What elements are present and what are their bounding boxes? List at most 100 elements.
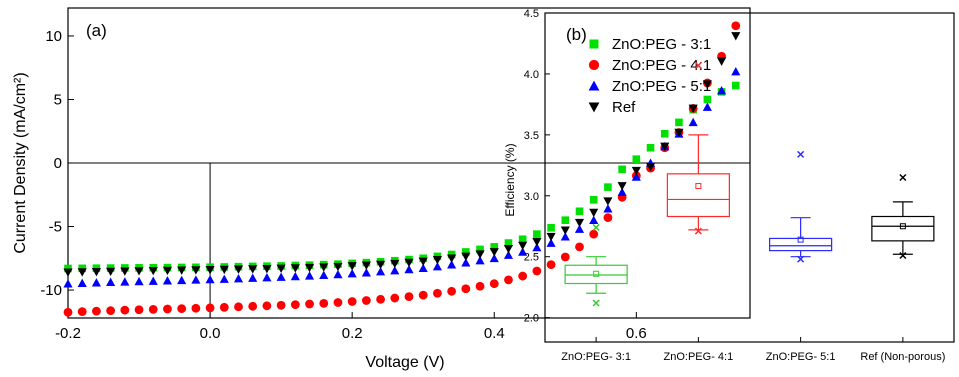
data-point: [645, 163, 656, 172]
data-point: [347, 268, 357, 278]
data-point: [433, 288, 442, 298]
mean-marker: [593, 270, 600, 277]
y-axis-label: Efficiency (%): [503, 143, 517, 216]
data-point: [361, 268, 371, 277]
data-point: [688, 117, 698, 127]
data-point: [262, 301, 272, 311]
data-point: [120, 267, 130, 276]
legend-marker: [589, 39, 599, 49]
x-tick-label: ZnO:PEG- 5:1: [766, 351, 836, 363]
legend-label: ZnO:PEG - 5:1: [612, 78, 711, 95]
x-tick-label: 0.6: [626, 325, 647, 342]
box-3: [769, 150, 833, 263]
data-point: [319, 298, 329, 308]
data-point: [404, 292, 414, 302]
x-tick-label: 0.2: [342, 325, 363, 342]
data-point: [148, 266, 158, 276]
data-point: [106, 306, 116, 316]
data-point: [461, 258, 471, 267]
data-point: [675, 118, 683, 127]
data-point: [376, 267, 386, 276]
data-point: [447, 260, 457, 269]
data-point: [604, 183, 612, 191]
data-point: [134, 276, 144, 286]
data-point: [476, 245, 484, 254]
data-point: [390, 266, 400, 275]
legend-marker: [588, 102, 600, 113]
data-point: [276, 300, 286, 310]
panel-label: (b): [566, 25, 587, 44]
data-point: [162, 266, 173, 276]
plot-frame: [544, 12, 955, 343]
data-point: [77, 278, 87, 287]
data-point: [248, 265, 258, 274]
legend-label: Ref: [612, 99, 636, 116]
data-point: [177, 304, 187, 313]
data-point: [276, 272, 286, 281]
mean-marker: [797, 236, 804, 243]
data-point: [148, 276, 158, 285]
data-point: [702, 102, 712, 111]
data-point: [731, 66, 741, 76]
data-point: [162, 276, 173, 285]
legend-marker: [588, 80, 600, 91]
data-point: [532, 237, 542, 247]
data-point: [219, 274, 229, 283]
data-point: [518, 271, 528, 281]
data-point: [276, 264, 286, 274]
data-point: [233, 265, 244, 274]
data-point: [475, 281, 485, 291]
data-point: [574, 218, 585, 228]
data-point: [191, 303, 201, 313]
data-point: [290, 271, 300, 281]
data-point: [234, 302, 243, 312]
box-2: [666, 61, 730, 235]
data-point: [91, 267, 101, 277]
data-point: [134, 305, 144, 315]
data-point: [163, 304, 172, 314]
iqr-box: [871, 215, 935, 242]
data-point: [447, 250, 456, 259]
data-point: [333, 269, 343, 279]
y-tick-label: 4.5: [524, 8, 539, 20]
data-point: [92, 306, 101, 316]
data-point: [717, 86, 727, 95]
legend-label: ZnO:PEG - 3:1: [612, 36, 711, 53]
y-axis-label: Current Density (mA/cm²): [12, 72, 29, 253]
data-point: [617, 182, 627, 191]
x-tick-label: -0.2: [55, 325, 81, 342]
data-point: [547, 223, 555, 232]
legend-marker: [588, 59, 600, 71]
box-1: [564, 223, 628, 307]
data-point: [575, 207, 584, 216]
data-point: [219, 302, 229, 312]
max-marker: [694, 61, 702, 69]
data-point: [191, 266, 201, 275]
data-point: [603, 197, 613, 206]
y-tick-label: 4.0: [524, 69, 539, 81]
data-point: [120, 305, 130, 315]
data-point: [702, 80, 712, 89]
data-point: [134, 267, 144, 276]
data-point: [575, 242, 584, 252]
iqr-box: [769, 237, 833, 252]
box-4: [871, 173, 935, 260]
x-axis-category-labels: ZnO:PEG- 3:1 ZnO:PEG- 4:1 ZnO:PEG- 5:1 Ref …: [561, 337, 945, 363]
data-point: [533, 230, 541, 238]
data-point: [532, 266, 542, 276]
data-point: [490, 243, 499, 251]
min-marker: [797, 255, 805, 263]
legend-label: ZnO:PEG - 4:1: [612, 57, 711, 74]
data-point: [489, 253, 499, 263]
data-point: [205, 303, 215, 313]
y-tick-label: -10: [40, 282, 62, 299]
max-marker: [797, 150, 805, 158]
data-point: [546, 260, 556, 270]
data-point: [546, 238, 556, 247]
x-tick-label: ZnO:PEG- 3:1: [561, 351, 631, 363]
data-point: [589, 229, 599, 239]
data-point: [106, 267, 116, 277]
data-point: [376, 294, 385, 304]
data-point: [63, 268, 73, 277]
data-point: [418, 263, 428, 272]
